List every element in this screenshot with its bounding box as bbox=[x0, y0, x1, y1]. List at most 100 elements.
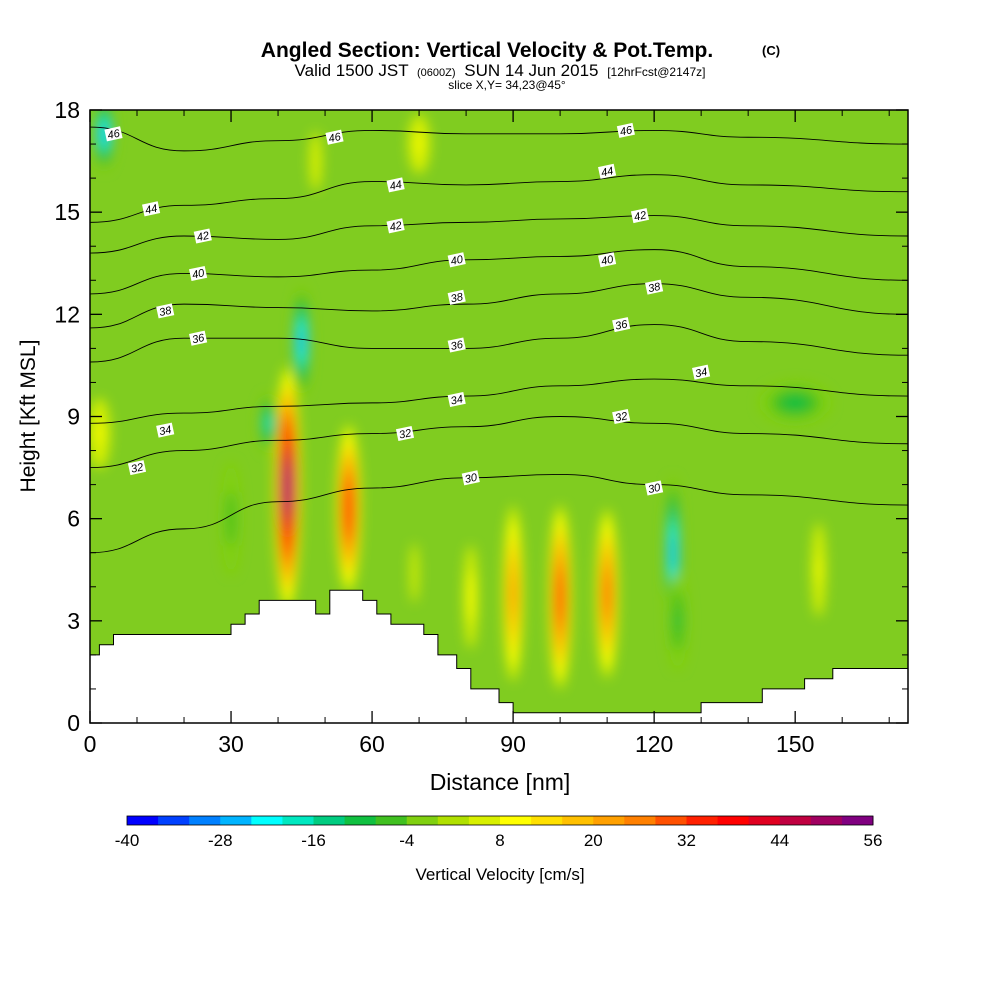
contour-label-text: 36 bbox=[450, 339, 465, 353]
contour-label-36: 36 bbox=[447, 337, 466, 353]
velocity-cell bbox=[90, 398, 111, 469]
contour-label-box bbox=[189, 330, 208, 346]
velocity-contour-fill bbox=[96, 424, 103, 443]
colorbar-swatch bbox=[313, 816, 346, 825]
colorbar-swatch bbox=[562, 816, 594, 825]
colorbar-swatch bbox=[500, 816, 532, 825]
theta-contour-36 bbox=[90, 324, 908, 363]
colorbar-tick-label: -40 bbox=[115, 831, 140, 850]
contour-label-32: 32 bbox=[127, 460, 147, 476]
colorbar-tick-label: 56 bbox=[864, 831, 883, 850]
contour-label-text: 34 bbox=[694, 366, 708, 380]
colorbar-swatch bbox=[406, 816, 439, 825]
colorbar-tick-label: -16 bbox=[301, 831, 326, 850]
contour-label-box bbox=[447, 337, 466, 353]
velocity-contour-fill bbox=[265, 415, 272, 432]
theta-contour-42 bbox=[90, 215, 908, 254]
contour-label-text: 38 bbox=[450, 291, 465, 305]
velocity-cell bbox=[410, 543, 419, 603]
contour-label-text: 40 bbox=[450, 253, 465, 267]
subtitle-date: SUN 14 Jun 2015 bbox=[464, 61, 598, 80]
contour-label-text: 44 bbox=[600, 165, 614, 179]
colorbar-swatch bbox=[375, 816, 408, 825]
colorbar-tick-label: 32 bbox=[677, 831, 696, 850]
contour-label-text: 38 bbox=[158, 305, 173, 319]
y-tick-label: 15 bbox=[54, 199, 80, 225]
x-tick-label: 60 bbox=[359, 731, 385, 757]
subtitle-line: Valid 1500 JST (0600Z) SUN 14 Jun 2015 [… bbox=[295, 61, 706, 80]
subtitle-valid: Valid 1500 JST bbox=[295, 61, 409, 80]
contour-label-text: 30 bbox=[647, 482, 662, 496]
velocity-cell bbox=[292, 287, 311, 396]
colorbar-tick-label: 20 bbox=[584, 831, 603, 850]
velocity-contour-fill bbox=[671, 535, 675, 571]
contour-label-46: 46 bbox=[325, 129, 344, 145]
title-units: (C) bbox=[762, 43, 780, 58]
colorbar-swatch bbox=[717, 816, 750, 825]
y-tick-label: 9 bbox=[67, 404, 80, 430]
contour-label-40: 40 bbox=[598, 252, 617, 268]
contour-label-44: 44 bbox=[598, 163, 617, 179]
contour-label-34: 34 bbox=[447, 391, 466, 408]
velocity-cell bbox=[309, 131, 322, 191]
velocity-contour-fill bbox=[557, 576, 563, 618]
contour-label-text: 38 bbox=[647, 281, 662, 295]
contour-label-46: 46 bbox=[616, 122, 635, 139]
velocity-cell bbox=[408, 114, 430, 174]
contour-label-42: 42 bbox=[386, 218, 405, 234]
theta-contour-40 bbox=[90, 249, 908, 295]
x-tick-label: 90 bbox=[500, 731, 526, 757]
colorbar-swatch bbox=[593, 816, 625, 825]
velocity-cell bbox=[503, 505, 523, 682]
chart-title: Angled Section: Vertical Velocity & Pot.… bbox=[261, 39, 713, 62]
velocity-contour-fill bbox=[816, 557, 821, 583]
colorbar-tick-label: 44 bbox=[770, 831, 789, 850]
velocity-contour-fill bbox=[416, 136, 422, 152]
colorbar-swatch bbox=[686, 816, 719, 825]
contour-label-text: 46 bbox=[106, 127, 121, 141]
contour-label-text: 32 bbox=[398, 427, 412, 441]
y-tick-label: 0 bbox=[67, 710, 80, 736]
colorbar-frame bbox=[126, 815, 874, 826]
contour-label-box bbox=[127, 460, 147, 476]
contour-label-text: 46 bbox=[619, 124, 634, 138]
colorbar-tick-label: -28 bbox=[208, 831, 233, 850]
colorbar-label: Vertical Velocity [cm/s] bbox=[415, 865, 584, 884]
velocity-cell bbox=[549, 505, 572, 689]
x-tick-label: 150 bbox=[776, 731, 814, 757]
velocity-contour-fill bbox=[284, 464, 291, 512]
contour-label-text: 34 bbox=[450, 393, 464, 407]
contour-label-box bbox=[156, 303, 175, 319]
colorbar-swatch bbox=[282, 816, 314, 825]
velocity-cell bbox=[759, 382, 831, 424]
contour-label-box bbox=[447, 391, 466, 408]
contour-label-text: 46 bbox=[327, 131, 342, 145]
contour-label-34: 34 bbox=[692, 364, 711, 380]
contour-label-box bbox=[616, 122, 635, 138]
theta-contour-32 bbox=[90, 416, 908, 469]
velocity-contour-fill bbox=[309, 131, 322, 191]
colorbar-swatch bbox=[748, 816, 781, 825]
velocity-contour-fill bbox=[511, 578, 515, 609]
velocity-cell bbox=[221, 462, 241, 575]
contour-label-text: 40 bbox=[191, 267, 206, 281]
y-axis-label: Height [Kft MSL] bbox=[17, 340, 40, 493]
contour-label-44: 44 bbox=[386, 177, 405, 193]
y-tick-label: 6 bbox=[67, 506, 80, 532]
contour-label-box bbox=[447, 252, 466, 268]
colorbar-tick-labels: -40 -28 -16 -4 8 20 32 44 56 bbox=[115, 831, 883, 850]
contour-label-box bbox=[104, 126, 123, 142]
contour-label-text: 32 bbox=[614, 410, 628, 424]
colorbar-swatch bbox=[220, 816, 252, 825]
colorbar-swatch bbox=[251, 816, 283, 825]
velocity-cell bbox=[667, 572, 688, 670]
contour-label-box bbox=[692, 364, 711, 380]
contour-label-text: 32 bbox=[130, 461, 144, 475]
contour-label-34: 34 bbox=[156, 422, 175, 438]
contour-label-32: 32 bbox=[612, 408, 631, 425]
contour-label-44: 44 bbox=[142, 201, 161, 217]
contour-label-box bbox=[447, 289, 466, 305]
contour-label-38: 38 bbox=[156, 303, 175, 319]
contour-label-box bbox=[598, 163, 617, 179]
